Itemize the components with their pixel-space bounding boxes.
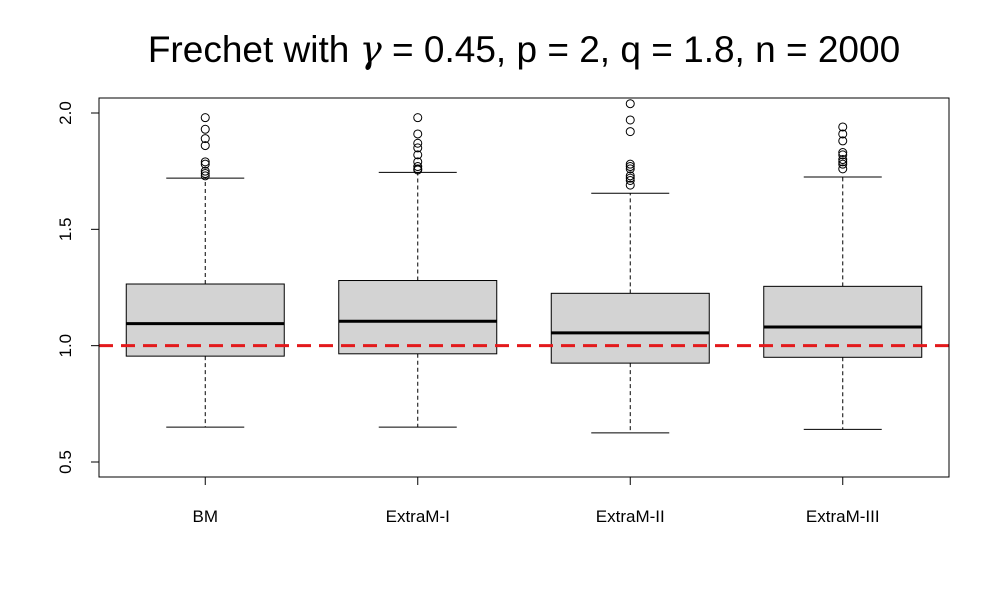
- box-group: [338, 113, 498, 428]
- outlier-point: [838, 159, 848, 169]
- outlier-point: [413, 138, 423, 148]
- outlier-point: [838, 157, 848, 167]
- outlier-point: [413, 157, 423, 167]
- outlier-point: [625, 99, 635, 109]
- outlier-point: [625, 180, 635, 190]
- outlier-point: [413, 143, 423, 153]
- outlier-point: [200, 159, 210, 169]
- outlier-point: [625, 159, 635, 169]
- outlier-point: [200, 171, 210, 181]
- outlier-point: [625, 115, 635, 125]
- outlier-point: [625, 127, 635, 137]
- outlier-point: [200, 124, 210, 134]
- outlier-point: [625, 162, 635, 172]
- outlier-point: [413, 164, 423, 174]
- y-tick-label: 1.5: [56, 218, 75, 242]
- outlier-point: [413, 129, 423, 139]
- outlier-point: [200, 168, 210, 178]
- y-axis: 0.5 1.0 1.5 2.0: [56, 101, 100, 474]
- x-tick-label: ExtraM-III: [806, 507, 880, 526]
- outlier-point: [200, 113, 210, 123]
- outlier-point: [838, 150, 848, 160]
- x-axis: BM ExtraM-I ExtraM-II ExtraM-III: [193, 476, 880, 526]
- outlier-point: [200, 141, 210, 151]
- outlier-point: [625, 164, 635, 174]
- outlier-point: [838, 148, 848, 158]
- outlier-point: [200, 134, 210, 144]
- outlier-point: [625, 175, 635, 185]
- outlier-point: [413, 150, 423, 160]
- y-tick-label: 0.5: [56, 450, 75, 474]
- outlier-point: [838, 122, 848, 132]
- outlier-point: [838, 155, 848, 165]
- x-tick-label: ExtraM-II: [596, 507, 665, 526]
- y-tick-label: 2.0: [56, 101, 75, 125]
- box-group: [125, 113, 285, 428]
- outlier-point: [413, 162, 423, 172]
- outlier-point: [838, 136, 848, 146]
- outlier-point: [838, 164, 848, 174]
- plot-area: [125, 99, 923, 434]
- x-tick-label: BM: [193, 507, 219, 526]
- outlier-point: [625, 173, 635, 183]
- outlier-point: [200, 157, 210, 167]
- outlier-point: [413, 113, 423, 123]
- box-body: [125, 283, 285, 357]
- box-group: [550, 99, 710, 434]
- box-body: [550, 292, 710, 364]
- outlier-point: [838, 129, 848, 139]
- outlier-point: [625, 171, 635, 181]
- outlier-point: [200, 166, 210, 176]
- gamma-symbol: γ: [360, 28, 383, 71]
- box-group: [763, 122, 923, 430]
- y-tick-label: 1.0: [56, 334, 75, 358]
- x-tick-label: ExtraM-I: [386, 507, 450, 526]
- box-body: [338, 280, 498, 355]
- chart-title: Frechet with γ = 0.45, p = 2, q = 1.8, n…: [148, 28, 900, 71]
